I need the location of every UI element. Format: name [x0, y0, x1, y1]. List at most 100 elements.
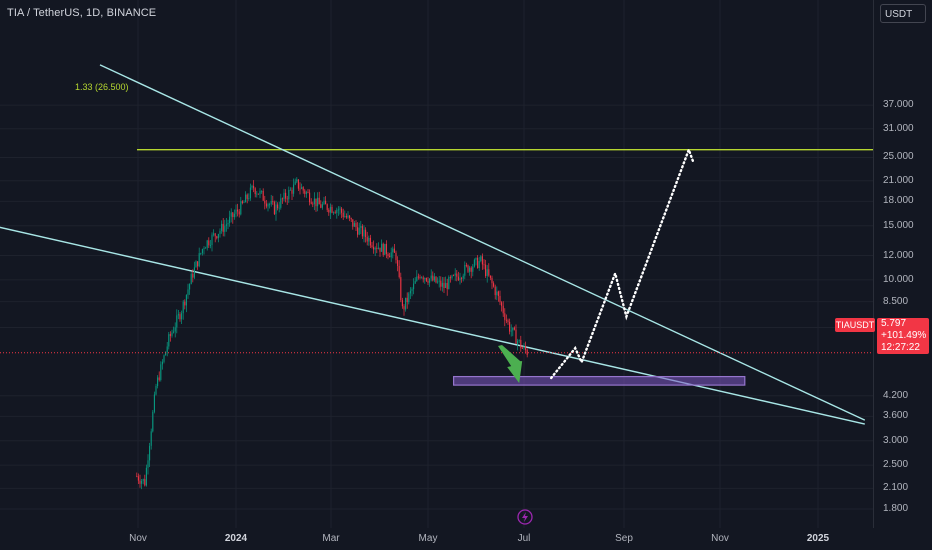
candle-body: [448, 277, 450, 290]
candles: [136, 177, 528, 490]
candle-body: [203, 248, 205, 250]
candle-body: [345, 216, 347, 218]
candle-body: [449, 277, 451, 279]
candle-body: [425, 277, 427, 281]
time-tick-label: 2025: [806, 533, 830, 544]
candle-body: [496, 291, 498, 296]
symbol-title[interactable]: TIA / TetherUS, 1D, BINANCE: [7, 7, 157, 19]
candle-body: [488, 269, 490, 276]
candle-body: [400, 277, 402, 301]
candle-body: [262, 190, 264, 201]
candle-body: [182, 301, 184, 314]
candle-body: [184, 301, 186, 306]
candle-body: [320, 204, 322, 208]
candle-body: [293, 184, 295, 194]
candle-body: [369, 237, 371, 246]
candle-body: [261, 190, 263, 192]
candle-body: [422, 277, 424, 280]
candle-body: [150, 431, 152, 446]
candle-body: [312, 203, 314, 205]
candle-body: [513, 327, 515, 330]
candle-body: [213, 233, 215, 235]
candle-body: [301, 187, 303, 189]
price-change-percent: +101.49%: [881, 330, 927, 341]
candle-body: [278, 207, 280, 209]
time-scale[interactable]: [0, 528, 873, 550]
candle-body: [267, 204, 269, 207]
candle-body: [502, 305, 504, 314]
candle-body: [365, 229, 367, 238]
candle-body: [421, 277, 423, 279]
candle-body: [440, 280, 442, 287]
candle-body: [363, 229, 365, 237]
candle-body: [219, 230, 221, 234]
green-arrow[interactable]: [498, 344, 523, 384]
candle-body: [512, 327, 514, 331]
chart-canvas[interactable]: TIA / TetherUS, 1D, BINANCE 1.33 (26.500…: [0, 0, 873, 528]
candle-body: [141, 480, 143, 484]
candle-body: [520, 339, 522, 349]
candle-body: [424, 277, 426, 280]
candle-body: [197, 261, 199, 267]
candle-body: [193, 267, 195, 278]
candle-body: [264, 200, 266, 204]
currency-button[interactable]: USDT: [880, 4, 926, 23]
candle-body: [409, 290, 411, 294]
candle-body: [294, 181, 296, 185]
candle-body: [288, 190, 290, 200]
candle-body: [163, 355, 165, 362]
candle-body: [310, 202, 312, 204]
candle-body: [157, 377, 159, 387]
candle-body: [235, 209, 237, 214]
candle-body: [189, 284, 191, 290]
candle-body: [217, 233, 219, 239]
candle-body: [209, 245, 211, 246]
candle-body: [429, 278, 431, 283]
candle-body: [229, 216, 231, 224]
candle-body: [441, 282, 443, 287]
candle-body: [445, 282, 447, 289]
trendlines[interactable]: [0, 64, 866, 425]
price-chart[interactable]: [0, 0, 873, 528]
candle-body: [285, 192, 287, 199]
time-tick-label: Nov: [711, 533, 729, 544]
candle-body: [401, 300, 403, 307]
candle-body: [198, 253, 200, 267]
candle-body: [192, 273, 194, 278]
candle-body: [153, 394, 155, 412]
price-scale[interactable]: [873, 0, 932, 528]
candle-body: [331, 207, 333, 213]
candle-body: [342, 212, 344, 218]
candle-body: [438, 280, 440, 282]
candle-body: [227, 223, 229, 225]
candle-body: [257, 193, 259, 195]
fib-level-label: 1.33 (26.500): [75, 82, 129, 92]
candle-body: [385, 243, 387, 254]
candle-body: [344, 216, 346, 218]
candle-body: [485, 264, 487, 276]
candle-body: [323, 200, 325, 205]
candle-body: [461, 278, 463, 279]
price-tick-label: 15.000: [883, 219, 914, 231]
candle-body: [165, 351, 167, 356]
candle-body: [357, 227, 359, 235]
candle-body: [169, 334, 171, 336]
price-tick-label: 21.000: [883, 174, 914, 186]
candle-body: [309, 192, 311, 203]
trendline: [0, 226, 865, 425]
support-zone-box[interactable]: [453, 375, 746, 386]
candle-body: [155, 386, 157, 395]
candle-body: [398, 266, 400, 278]
lightning-bolt-icon[interactable]: [517, 509, 533, 525]
candle-body: [360, 226, 362, 228]
candle-body: [136, 476, 138, 478]
candle-body: [411, 289, 413, 291]
projection-path[interactable]: [550, 146, 695, 380]
candle-body: [296, 179, 298, 182]
candle-body: [176, 315, 178, 328]
candle-body: [406, 297, 408, 303]
price-tick-label: 12.000: [883, 249, 914, 261]
candle-body: [245, 194, 247, 203]
price-tick-label: 2.500: [883, 459, 909, 471]
candle-body: [427, 280, 429, 283]
